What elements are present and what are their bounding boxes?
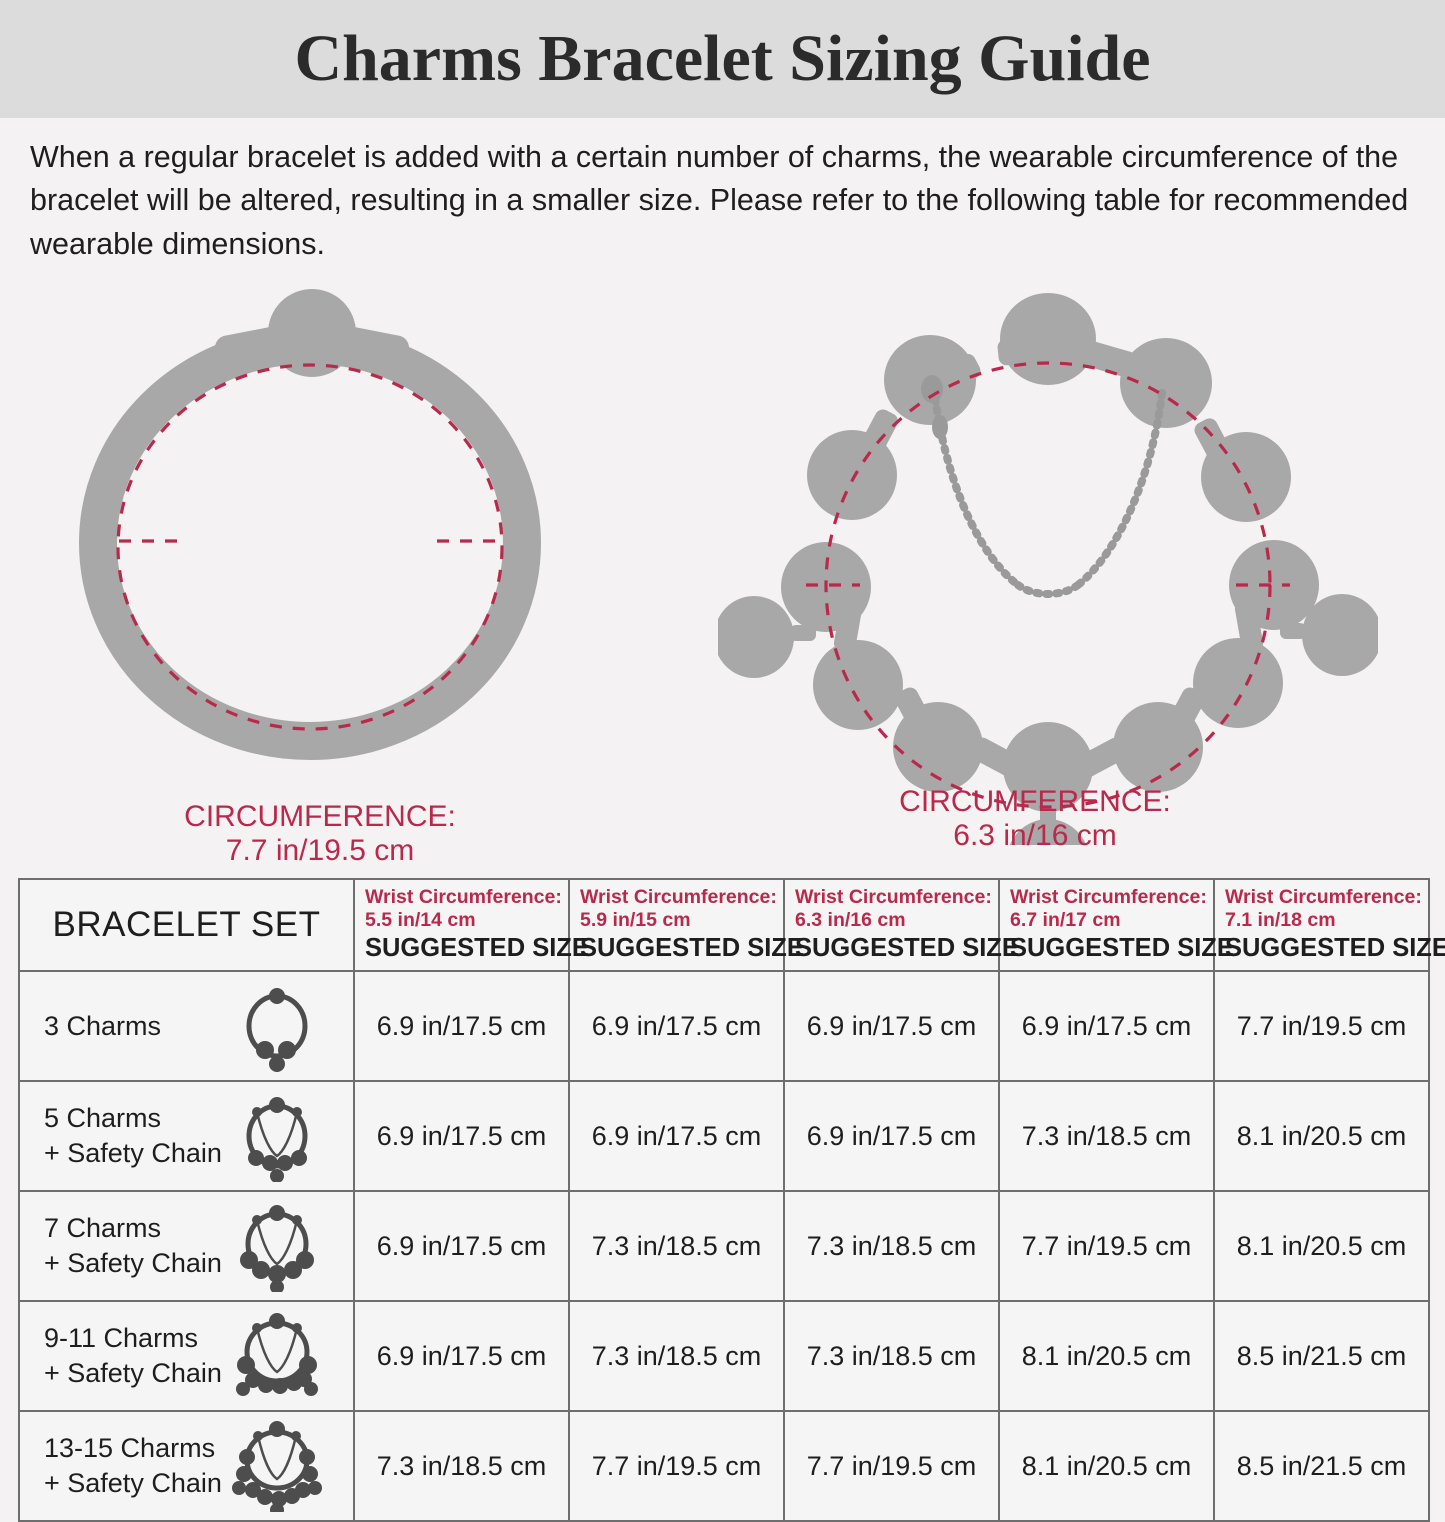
bracelet-set-label: 9-11 Charms + Safety Chain bbox=[44, 1323, 222, 1388]
page-title: Charms Bracelet Sizing Guide bbox=[294, 22, 1151, 95]
table-header-row: BRACELET SET Wrist Circumference: 5.5 in… bbox=[18, 878, 1445, 972]
suggested-size-label: SUGGESTED SIZE bbox=[1225, 934, 1445, 963]
size-value-cell: 6.9 in/17.5 cm bbox=[783, 1080, 1000, 1192]
size-value-cell: 7.3 in/18.5 cm bbox=[783, 1300, 1000, 1412]
column-header-wrist-6-7: Wrist Circumference: 6.7 in/17 cm SUGGES… bbox=[998, 878, 1234, 972]
wrist-label-line2: 5.5 in/14 cm bbox=[365, 908, 476, 931]
table-row: 3 Charms 6.9 in/17.5 cm bbox=[18, 970, 1430, 1082]
size-value-cell: 6.9 in/17.5 cm bbox=[998, 970, 1215, 1082]
bracelet-set-label: 7 Charms + Safety Chain bbox=[44, 1213, 222, 1278]
bracelet-set-cell: 9-11 Charms + Safety Chain bbox=[18, 1300, 355, 1412]
table-row: 13-15 Charms + Safety Chain bbox=[18, 1410, 1430, 1522]
column-header-wrist-7-1: Wrist Circumference: 7.1 in/18 cm SUGGES… bbox=[1213, 878, 1445, 972]
suggested-size-label: SUGGESTED SIZE bbox=[365, 934, 589, 963]
page-header: Charms Bracelet Sizing Guide bbox=[0, 0, 1445, 118]
size-value-cell: 8.1 in/20.5 cm bbox=[998, 1410, 1215, 1522]
clasp-bead bbox=[268, 289, 356, 377]
size-value-cell: 7.3 in/18.5 cm bbox=[783, 1190, 1000, 1302]
size-value-cell: 8.1 in/20.5 cm bbox=[1213, 1190, 1430, 1302]
column-header-wrist-5-5: Wrist Circumference: 5.5 in/14 cm SUGGES… bbox=[353, 878, 589, 972]
charms-bracelet-illustration bbox=[718, 293, 1378, 845]
wrist-label-line1: Wrist Circumference: bbox=[1010, 886, 1207, 909]
charm-beads-group bbox=[718, 293, 1378, 845]
suggested-size-label: SUGGESTED SIZE bbox=[795, 934, 1019, 963]
bracelet-set-cell: 7 Charms + Safety Chain bbox=[18, 1190, 355, 1302]
bracelet-band bbox=[79, 326, 541, 760]
suggested-size-label: SUGGESTED SIZE bbox=[1010, 934, 1234, 963]
column-header-bracelet-set: BRACELET SET bbox=[18, 878, 355, 972]
plain-bracelet-label-line1: CIRCUMFERENCE: bbox=[184, 800, 456, 833]
wrist-label-line2: 6.3 in/16 cm bbox=[795, 908, 906, 931]
wrist-label-line2: 7.1 in/18 cm bbox=[1225, 908, 1336, 931]
bracelet-set-label: 13-15 Charms + Safety Chain bbox=[44, 1433, 222, 1498]
wrist-label-line1: Wrist Circumference: bbox=[580, 886, 777, 909]
plain-bracelet-dimension-label: CIRCUMFERENCE: 7.7 in/19.5 cm bbox=[125, 800, 515, 868]
dangling-charms bbox=[718, 594, 1378, 845]
wrist-label-line2: 5.9 in/15 cm bbox=[580, 908, 691, 931]
chain-clasp bbox=[921, 375, 948, 439]
size-value-cell: 7.3 in/18.5 cm bbox=[353, 1410, 570, 1522]
bracelet-7-charms-icon bbox=[229, 1198, 325, 1294]
diagram-area: CIRCUMFERENCE: 7.7 in/19.5 cm bbox=[0, 285, 1445, 867]
bracelet-set-cell: 5 Charms + Safety Chain bbox=[18, 1080, 355, 1192]
safety-chain bbox=[930, 385, 1166, 598]
bracelet-set-cell: 13-15 Charms + Safety Chain bbox=[18, 1410, 355, 1522]
size-value-cell: 6.9 in/17.5 cm bbox=[568, 1080, 785, 1192]
wrist-label-line1: Wrist Circumference: bbox=[365, 886, 562, 909]
size-value-cell: 7.7 in/19.5 cm bbox=[998, 1190, 1215, 1302]
size-value-cell: 7.7 in/19.5 cm bbox=[568, 1410, 785, 1522]
size-value-cell: 7.7 in/19.5 cm bbox=[1213, 970, 1430, 1082]
size-value-cell: 7.7 in/19.5 cm bbox=[783, 1410, 1000, 1522]
bracelet-13-15-charms-icon bbox=[229, 1418, 325, 1514]
suggested-size-label: SUGGESTED SIZE bbox=[580, 934, 804, 963]
column-header-wrist-6-3: Wrist Circumference: 6.3 in/16 cm SUGGES… bbox=[783, 878, 1019, 972]
bracelet-9-11-charms-icon bbox=[229, 1308, 325, 1404]
size-value-cell: 6.9 in/17.5 cm bbox=[353, 970, 570, 1082]
wrist-label-line2: 6.7 in/17 cm bbox=[1010, 908, 1121, 931]
size-value-cell: 8.5 in/21.5 cm bbox=[1213, 1300, 1430, 1412]
table-row: 7 Charms + Safety Chain bbox=[18, 1190, 1430, 1302]
size-value-cell: 6.9 in/17.5 cm bbox=[353, 1080, 570, 1192]
column-header-wrist-5-9: Wrist Circumference: 5.9 in/15 cm SUGGES… bbox=[568, 878, 804, 972]
bracelet-set-label: 5 Charms + Safety Chain bbox=[44, 1103, 222, 1168]
charm-beads bbox=[781, 293, 1319, 812]
size-value-cell: 6.9 in/17.5 cm bbox=[783, 970, 1000, 1082]
size-value-cell: 7.3 in/18.5 cm bbox=[998, 1080, 1215, 1192]
intro-paragraph: When a regular bracelet is added with a … bbox=[30, 140, 1409, 261]
size-value-cell: 7.3 in/18.5 cm bbox=[568, 1190, 785, 1302]
size-value-cell: 8.5 in/21.5 cm bbox=[1213, 1410, 1430, 1522]
bracelet-set-label: 3 Charms bbox=[44, 1010, 162, 1041]
size-value-cell: 6.9 in/17.5 cm bbox=[353, 1300, 570, 1412]
size-value-cell: 7.3 in/18.5 cm bbox=[568, 1300, 785, 1412]
table-row: 5 Charms + Safety Chain bbox=[18, 1080, 1430, 1192]
wrist-label-line1: Wrist Circumference: bbox=[795, 886, 992, 909]
size-value-cell: 6.9 in/17.5 cm bbox=[568, 970, 785, 1082]
plain-bracelet-label-line2: 7.7 in/19.5 cm bbox=[225, 833, 415, 867]
wrist-label-line1: Wrist Circumference: bbox=[1225, 886, 1422, 909]
bracelet-5-charms-icon bbox=[229, 1088, 325, 1184]
table-row: 9-11 Charms + Safety Chain bbox=[18, 1300, 1430, 1412]
sizing-table: BRACELET SET Wrist Circumference: 5.5 in… bbox=[18, 878, 1445, 1522]
bracelet-3-charms-icon bbox=[229, 978, 325, 1074]
size-value-cell: 6.9 in/17.5 cm bbox=[353, 1190, 570, 1302]
size-value-cell: 8.1 in/20.5 cm bbox=[998, 1300, 1215, 1412]
plain-bracelet-illustration bbox=[79, 289, 541, 760]
bracelet-set-cell: 3 Charms bbox=[18, 970, 355, 1082]
size-value-cell: 8.1 in/20.5 cm bbox=[1213, 1080, 1430, 1192]
circumference-dashed-circle bbox=[116, 363, 504, 731]
